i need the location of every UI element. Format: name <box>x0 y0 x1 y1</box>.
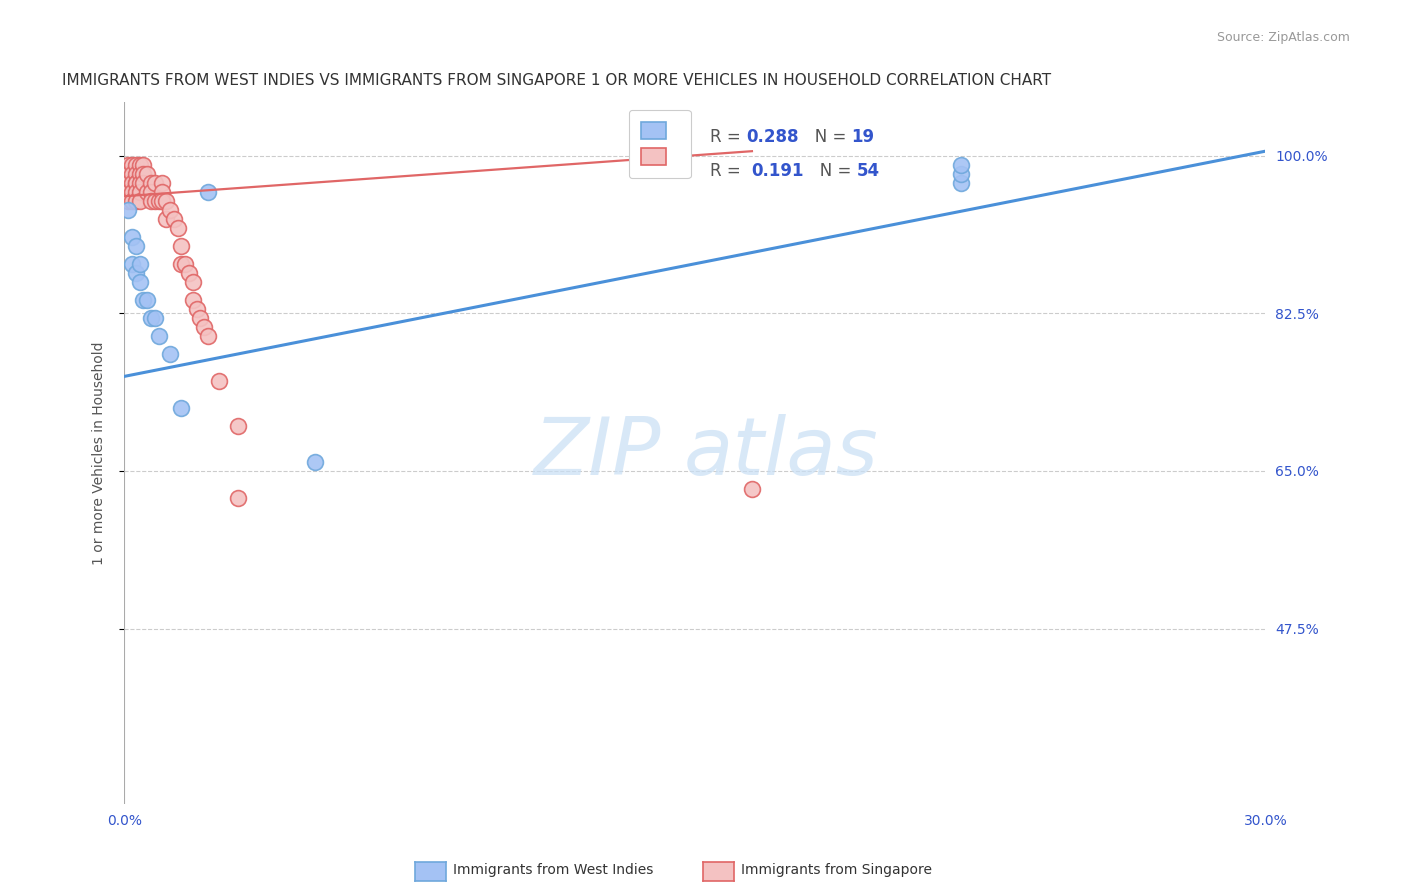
Point <box>121 194 143 208</box>
Point <box>143 310 166 325</box>
Point <box>148 194 170 208</box>
Point <box>132 158 155 172</box>
Point <box>128 257 150 271</box>
Y-axis label: 1 or more Vehicles in Household: 1 or more Vehicles in Household <box>93 341 107 565</box>
Text: N =: N = <box>804 162 856 180</box>
Point <box>139 176 162 190</box>
Point <box>152 176 174 190</box>
Point <box>741 482 763 496</box>
Point <box>148 328 170 343</box>
Point <box>186 301 208 316</box>
Point <box>128 167 150 181</box>
Point <box>117 194 139 208</box>
Point <box>155 194 177 208</box>
Point <box>304 455 326 469</box>
Point <box>125 194 148 208</box>
Point <box>121 158 143 172</box>
Point <box>143 176 166 190</box>
Text: 0.191: 0.191 <box>751 162 804 180</box>
Point <box>139 194 162 208</box>
Point <box>121 176 143 190</box>
Text: Source: ZipAtlas.com: Source: ZipAtlas.com <box>1216 31 1350 45</box>
Point <box>177 266 200 280</box>
Point <box>139 310 162 325</box>
Point <box>170 257 193 271</box>
Point <box>121 185 143 199</box>
Text: R =: R = <box>710 128 747 146</box>
Text: 0.288: 0.288 <box>747 128 799 146</box>
Point <box>121 229 143 244</box>
Text: ZIP: ZIP <box>533 414 661 491</box>
Point <box>193 319 215 334</box>
Point <box>128 194 150 208</box>
Point <box>950 167 973 181</box>
Point <box>166 220 188 235</box>
Point <box>181 293 204 307</box>
Point <box>228 418 250 433</box>
Point <box>121 167 143 181</box>
Point <box>128 275 150 289</box>
Text: IMMIGRANTS FROM WEST INDIES VS IMMIGRANTS FROM SINGAPORE 1 OR MORE VEHICLES IN H: IMMIGRANTS FROM WEST INDIES VS IMMIGRANT… <box>62 73 1050 88</box>
Point <box>228 491 250 505</box>
Point <box>117 176 139 190</box>
Point <box>117 167 139 181</box>
Point <box>132 176 155 190</box>
Point <box>136 185 159 199</box>
Point <box>950 176 973 190</box>
Point <box>132 293 155 307</box>
Point <box>170 239 193 253</box>
Point <box>190 310 212 325</box>
Text: Immigrants from Singapore: Immigrants from Singapore <box>741 863 932 877</box>
Point <box>139 185 162 199</box>
Point <box>117 158 139 172</box>
Point <box>125 185 148 199</box>
Text: 54: 54 <box>856 162 880 180</box>
Point <box>159 202 181 217</box>
Point <box>950 158 973 172</box>
Point <box>155 211 177 226</box>
Point <box>125 239 148 253</box>
Point <box>121 257 143 271</box>
Legend: , : , <box>628 110 690 178</box>
Point <box>125 266 148 280</box>
Text: R =: R = <box>710 162 751 180</box>
Point <box>174 257 197 271</box>
Point <box>208 374 231 388</box>
Point <box>117 185 139 199</box>
Point <box>125 158 148 172</box>
Point <box>143 194 166 208</box>
Point <box>163 211 186 226</box>
Point <box>125 167 148 181</box>
Point <box>128 176 150 190</box>
Point <box>170 401 193 415</box>
Point <box>128 158 150 172</box>
Text: Immigrants from West Indies: Immigrants from West Indies <box>453 863 654 877</box>
Text: N =: N = <box>799 128 851 146</box>
Point <box>197 328 219 343</box>
Point <box>136 293 159 307</box>
Point <box>125 176 148 190</box>
Point <box>125 176 148 190</box>
Point <box>117 202 139 217</box>
Point <box>136 167 159 181</box>
Point <box>152 194 174 208</box>
Point <box>159 347 181 361</box>
Point <box>197 185 219 199</box>
Point <box>128 185 150 199</box>
Text: atlas: atlas <box>683 414 879 491</box>
Text: 19: 19 <box>851 128 875 146</box>
Point <box>152 185 174 199</box>
Point <box>132 167 155 181</box>
Point <box>181 275 204 289</box>
